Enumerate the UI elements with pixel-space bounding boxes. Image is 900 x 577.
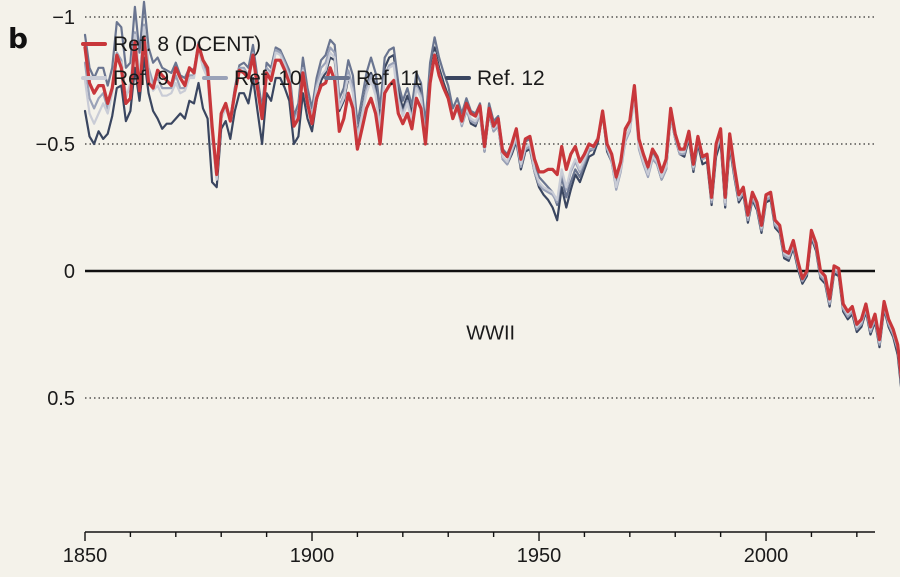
legend-label: Ref. 11 — [356, 67, 422, 90]
y-tick-label: −1 — [52, 7, 75, 29]
axes: −1 −0.5 0 0.5 1850 1900 1950 2000 — [36, 7, 875, 567]
legend-label: Ref. 9 — [113, 67, 169, 90]
shaded-period-label: WWII — [466, 323, 515, 345]
legend-label: Ref. 10 — [234, 67, 302, 90]
y-tick-label: 0 — [64, 261, 75, 283]
legend: Ref. 8 (DCENT) Ref. 9 Ref. 10 Ref. 11 Ref. 1… — [81, 33, 545, 90]
panel-label: b — [8, 22, 28, 55]
data-series — [83, 0, 900, 388]
x-tick-label: 1850 — [63, 545, 108, 567]
y-tick-label: −0.5 — [36, 134, 75, 156]
gridlines — [85, 16, 875, 399]
y-tick-label: 0.5 — [47, 388, 75, 410]
legend-label: Ref. 8 (DCENT) — [113, 33, 261, 56]
legend-label: Ref. 12 — [477, 67, 545, 90]
annotations: WWII — [466, 323, 515, 345]
x-tick-label: 1950 — [517, 545, 562, 567]
series-line-ref-8-dcent — [83, 35, 900, 380]
x-tick-label: 2000 — [744, 545, 789, 567]
x-tick-label: 1900 — [290, 545, 335, 567]
